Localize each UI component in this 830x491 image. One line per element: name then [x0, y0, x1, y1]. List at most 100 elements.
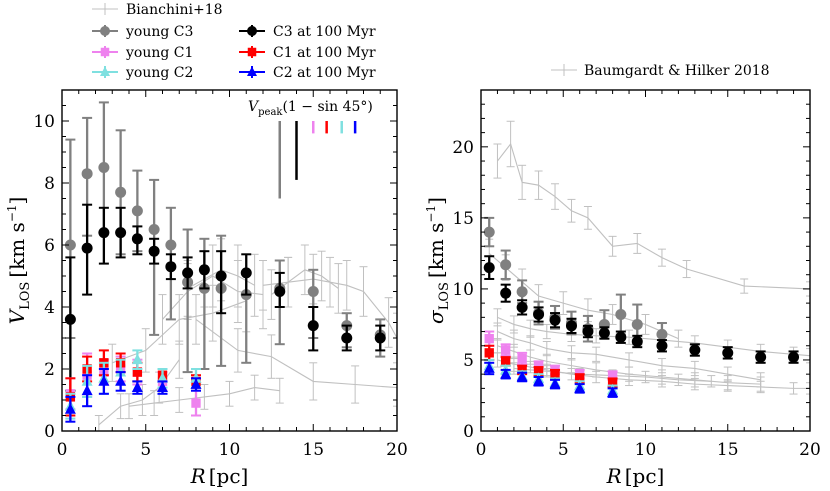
legend-label-baumgardt: Baumgardt & Hilker 2018	[584, 63, 770, 79]
young_c1-point	[484, 333, 494, 344]
x-tick-label: 15	[302, 440, 324, 460]
c2-point	[81, 384, 93, 396]
c2-point	[98, 375, 110, 386]
young_c3-point	[148, 224, 160, 235]
c2-point	[533, 375, 545, 386]
c3-point	[81, 242, 93, 254]
c2-point	[549, 378, 561, 389]
legend-label-young_c1: young C1	[125, 45, 193, 61]
x-tick-label: 5	[140, 440, 151, 460]
c3-point	[549, 314, 561, 326]
c3-point	[516, 301, 528, 313]
y-tick-label: 8	[44, 174, 55, 194]
c3-point	[582, 326, 594, 338]
legend-marker-c1	[247, 47, 257, 57]
c3-point	[722, 347, 734, 359]
legend-label-young_c3: young C3	[125, 24, 193, 40]
c3-point	[182, 267, 194, 279]
c3-point	[165, 261, 177, 273]
c3-point	[533, 308, 545, 320]
c1-point	[575, 373, 585, 384]
y-tick-label: 2	[44, 360, 55, 380]
young_c1-point	[501, 345, 511, 355]
c3-point	[500, 287, 512, 299]
c1-point	[607, 378, 618, 388]
y-tick-label: 5	[463, 351, 474, 371]
young_c3-point	[81, 168, 93, 180]
x-tick-label: 10	[635, 440, 657, 460]
c3-point	[148, 245, 160, 257]
left-panel: 0 5 10 15 20 0 2 4 6 8 10 R [pc] VLOS[km s−1] Vpeak(1 …	[5, 89, 408, 488]
c2-point	[131, 381, 143, 392]
plot-area	[64, 101, 397, 431]
c3-point	[307, 320, 319, 332]
y-tick-label: 0	[44, 422, 55, 442]
c3-point	[215, 270, 227, 282]
c2-point	[115, 375, 127, 386]
x-tick-label: 20	[799, 440, 821, 460]
y-tick-label: 20	[452, 138, 474, 158]
young_c1-point	[517, 353, 527, 364]
legend-label-c2: C2 at 100 Myr	[273, 65, 376, 81]
y-tick-label: 0	[463, 422, 474, 442]
young_c2-point	[131, 353, 143, 365]
legend-marker-young_c3	[100, 26, 110, 36]
legend-label-c3: C3 at 100 Myr	[273, 24, 376, 40]
legend-label-young_c2: young C2	[125, 65, 193, 81]
c3-point	[788, 351, 800, 363]
legend-marker-c2	[247, 66, 257, 76]
legend-right: Baumgardt & Hilker 2018	[551, 63, 770, 79]
c3-point	[483, 262, 495, 274]
young_c3-point	[483, 226, 495, 238]
c2-point	[516, 370, 528, 382]
young_c1-point	[607, 370, 618, 381]
x-axis-title: R [pc]	[190, 464, 249, 488]
y-tick-label: 10	[452, 280, 474, 300]
c3-point	[115, 227, 127, 239]
young_c1-point	[191, 398, 201, 408]
c2-point	[157, 381, 168, 392]
c2-point	[500, 368, 512, 379]
y-tick-label: 10	[33, 112, 55, 132]
c3-point	[755, 351, 767, 363]
c3-point	[689, 344, 701, 356]
right-panel: 0 5 10 15 20 0 5 10 15 20 R [pc] σLOS[km s−1]	[424, 89, 821, 488]
c3-point	[131, 233, 143, 245]
c1-point	[501, 356, 511, 367]
x-tick-label: 20	[386, 440, 408, 460]
young_c3-point	[500, 259, 512, 271]
vpeak-annotation: Vpeak(1 − sin 45°)	[248, 99, 373, 118]
c3-point	[198, 264, 210, 276]
legend-label-bianchini: Bianchini+18	[126, 2, 223, 18]
legend-marker-young_c1	[100, 47, 110, 57]
young_c3-point	[115, 186, 127, 198]
young_c3-point	[98, 162, 110, 173]
c3-point	[98, 227, 110, 239]
young_c1-point	[533, 360, 544, 371]
x-tick-label: 15	[717, 440, 739, 460]
young_c3-point	[131, 205, 143, 217]
x-tick-label: 5	[558, 440, 569, 460]
young_c3-point	[631, 318, 643, 330]
c1-point	[533, 366, 544, 376]
x-tick-label: 0	[57, 440, 68, 460]
young_c3-point	[615, 308, 627, 320]
young_c3-point	[656, 328, 668, 340]
baumgardt-curve	[497, 142, 810, 290]
x-axis-title: R [pc]	[606, 464, 665, 488]
legend-marker-c3	[247, 26, 257, 36]
c3-point	[656, 340, 668, 352]
y-tick-label: 4	[44, 298, 55, 318]
c3-point	[598, 327, 610, 339]
c3-point	[64, 313, 76, 325]
c3-point	[631, 335, 643, 347]
c3-point	[274, 286, 286, 297]
young_c3-point	[64, 239, 76, 251]
c3-point	[374, 332, 386, 344]
c2-point	[607, 386, 619, 398]
c3-point	[240, 267, 252, 279]
young_c3-point	[165, 239, 177, 251]
legend-left: Bianchini+18 young C3 young C1 young C2 C3 a…	[92, 2, 376, 81]
c3-point	[615, 331, 627, 343]
